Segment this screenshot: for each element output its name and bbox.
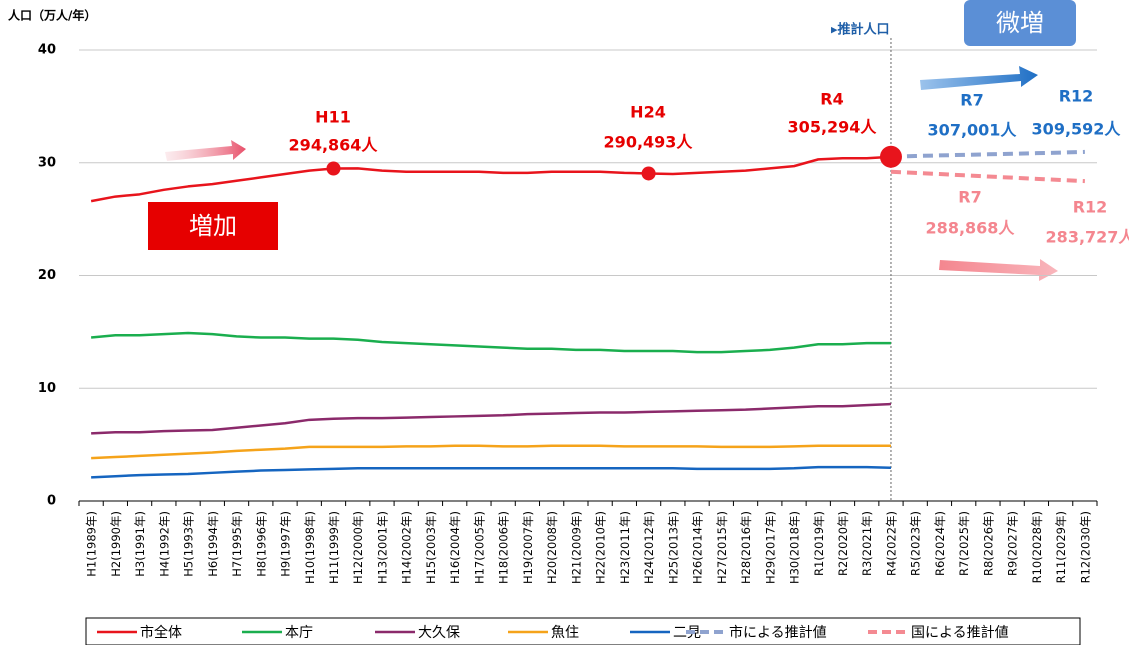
annotation: R7 — [960, 91, 983, 110]
x-tick-label: H24(2012年) — [642, 511, 656, 584]
legend-label: 国による推計値 — [911, 625, 1009, 641]
x-tick-label: R10(2028年) — [1030, 511, 1044, 583]
x-tick-label: H19(2007年) — [521, 511, 535, 584]
x-tick-label: H1(1989年) — [85, 511, 99, 577]
x-tick-label: H10(1998年) — [303, 511, 317, 584]
legend-label: 市による推計値 — [729, 624, 827, 641]
annotation: R12 — [1073, 198, 1108, 217]
y-tick-label: 10 — [38, 381, 56, 396]
annotation: 309,592人 — [1032, 120, 1122, 139]
x-tick-label: R5(2023年) — [909, 511, 923, 576]
highlight-marker — [641, 166, 656, 181]
x-tick-label: H4(1992年) — [157, 511, 171, 577]
x-tick-label: H18(2006年) — [497, 511, 511, 584]
x-tick-label: H9(1997年) — [279, 511, 293, 577]
badge-text: 増加 — [189, 212, 237, 240]
annotation: R7 — [958, 188, 981, 207]
highlight-marker — [326, 161, 341, 176]
x-tick-label: H12(2000年) — [351, 511, 365, 584]
x-tick-label: H7(1995年) — [230, 511, 244, 577]
x-tick-label: R9(2027年) — [1006, 511, 1020, 576]
forecast-label: ▸推計人口 — [831, 22, 890, 38]
annotation: H11 — [315, 108, 351, 127]
x-tick-label: H2(1990年) — [109, 511, 123, 577]
y-tick-label: 20 — [38, 268, 56, 283]
highlight-marker — [879, 145, 902, 168]
legend-label: 市全体 — [140, 624, 182, 641]
x-tick-label: H15(2003年) — [424, 511, 438, 584]
series-line — [90, 155, 892, 203]
x-tick-label: H28(2016年) — [739, 511, 753, 584]
y-tick-label: 30 — [38, 155, 56, 170]
arrow — [920, 66, 1038, 90]
y-axis-label: 人口（万人/年） — [8, 8, 96, 23]
legend-label: 本庁 — [285, 625, 313, 641]
x-tick-label: R7(2025年) — [957, 511, 971, 576]
x-tick-label: H13(2001年) — [375, 511, 389, 584]
x-tick-label: R2(2020年) — [836, 511, 850, 576]
series-line — [91, 331, 891, 354]
x-tick-label: H14(2002年) — [400, 511, 414, 584]
x-tick-label: H26(2014年) — [691, 511, 705, 584]
x-tick-label: H25(2013年) — [666, 511, 680, 584]
annotation: H24 — [630, 103, 666, 122]
x-tick-label: H17(2005年) — [472, 511, 486, 584]
arrow — [939, 259, 1058, 281]
x-tick-label: H22(2010年) — [594, 511, 608, 584]
x-tick-label: R4(2022年) — [884, 511, 898, 576]
x-tick-label: R11(2029年) — [1054, 511, 1068, 583]
series-line — [91, 465, 892, 479]
annotation: 305,294人 — [788, 118, 878, 137]
x-tick-label: H30(2018年) — [788, 511, 802, 584]
y-tick-label: 40 — [38, 43, 56, 58]
x-tick-label: R6(2024年) — [933, 511, 947, 576]
annotation: 307,001人 — [928, 121, 1018, 140]
annotation: R4 — [820, 90, 843, 109]
annotation: R12 — [1059, 87, 1094, 106]
series-line — [890, 169, 1085, 184]
y-tick-label: 0 — [47, 494, 56, 509]
x-tick-label: R12(2030年) — [1078, 511, 1092, 583]
x-tick-label: R3(2021年) — [860, 511, 874, 576]
x-tick-label: R1(2019年) — [812, 511, 826, 576]
annotation: 288,868人 — [926, 219, 1016, 238]
x-tick-label: H8(1996年) — [254, 511, 268, 577]
annotation: 283,727人 — [1046, 228, 1129, 247]
x-tick-label: H29(2017年) — [763, 511, 777, 584]
legend-label: 魚住 — [551, 625, 579, 641]
x-tick-label: R8(2026年) — [981, 511, 995, 576]
x-tick-label: H20(2008年) — [545, 511, 559, 584]
arrow — [165, 140, 246, 161]
series-line — [890, 149, 1085, 159]
x-tick-label: H5(1993年) — [182, 511, 196, 577]
x-tick-label: H3(1991年) — [133, 511, 147, 577]
badge-text: 微増 — [996, 9, 1044, 37]
x-tick-label: H23(2011年) — [618, 511, 632, 584]
badge — [148, 202, 278, 250]
legend-label: 大久保 — [418, 625, 460, 641]
x-tick-label: H6(1994年) — [206, 511, 220, 577]
annotation: 294,864人 — [289, 136, 379, 155]
annotation: 290,493人 — [604, 133, 694, 152]
badge — [964, 0, 1076, 46]
x-tick-label: H11(1999年) — [327, 511, 341, 584]
x-tick-label: H21(2009年) — [569, 511, 583, 584]
x-tick-label: H16(2004年) — [448, 511, 462, 584]
series-line — [91, 402, 892, 435]
series-line — [91, 444, 891, 460]
x-tick-label: H27(2015年) — [715, 511, 729, 584]
